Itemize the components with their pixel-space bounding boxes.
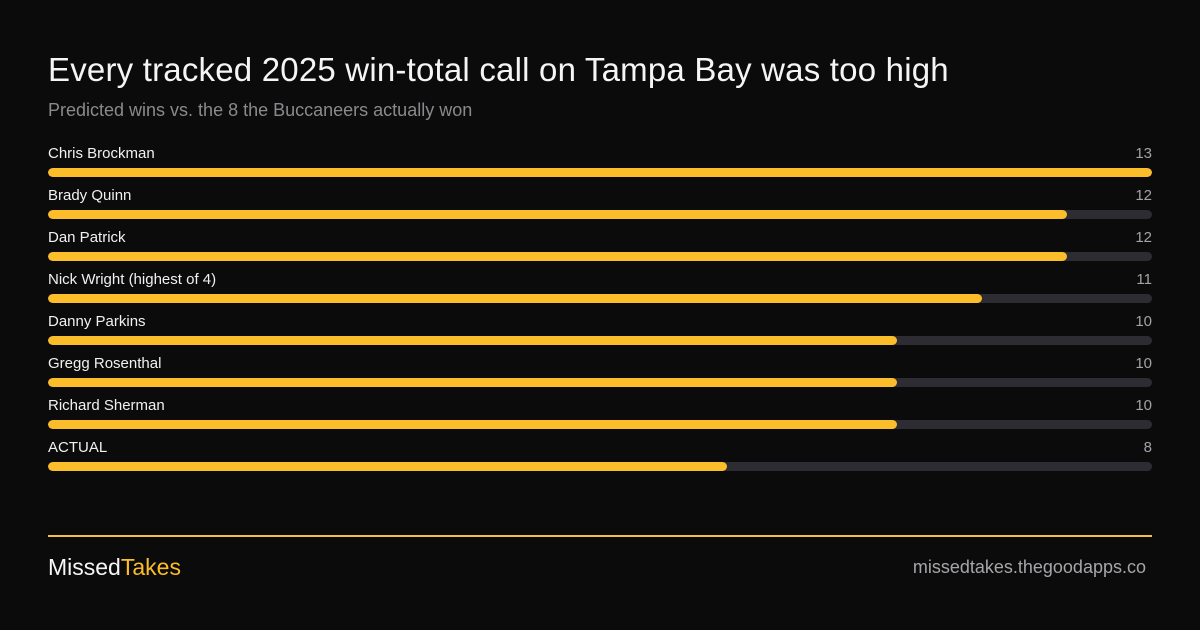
footer-divider <box>48 535 1152 537</box>
bar-value-label: 12 <box>1135 229 1152 246</box>
bar-track <box>48 462 1152 471</box>
bar-value-label: 8 <box>1143 439 1152 456</box>
bar-value-label: 12 <box>1135 187 1152 204</box>
bar-row: Brady Quinn 12 <box>48 186 1152 228</box>
bar-label: Richard Sherman <box>48 397 165 414</box>
bar-row: Danny Parkins 10 <box>48 312 1152 354</box>
bar <box>48 462 727 471</box>
bar-row: Chris Brockman 13 <box>48 144 1152 186</box>
bar-row: Gregg Rosenthal 10 <box>48 354 1152 396</box>
bar-value-label: 10 <box>1135 313 1152 330</box>
bar-row: Nick Wright (highest of 4) 11 <box>48 270 1152 312</box>
bar-track <box>48 378 1152 387</box>
bar <box>48 336 897 345</box>
bar-label: Brady Quinn <box>48 187 132 204</box>
chart-title: Every tracked 2025 win-total call on Tam… <box>48 51 949 88</box>
bar-value-label: 10 <box>1135 397 1152 414</box>
bar <box>48 378 897 387</box>
bar-chart: Chris Brockman 13 Brady Quinn 12 Dan Patrick… <box>48 144 1152 480</box>
brand-logo-missed: Missed <box>48 554 121 580</box>
bar-value-label: 11 <box>1136 271 1152 288</box>
bar-row: ACTUAL 8 <box>48 438 1152 480</box>
chart-subtitle: Predicted wins vs. the 8 the Buccaneers … <box>48 100 473 120</box>
site-url: missedtakes.thegoodapps.co <box>912 557 1146 577</box>
bar-value-label: 13 <box>1135 145 1152 162</box>
bar-label: Dan Patrick <box>48 229 126 246</box>
bar-label: Danny Parkins <box>48 313 146 330</box>
bar-row: Dan Patrick 12 <box>48 228 1152 270</box>
bar-label: Chris Brockman <box>48 145 155 162</box>
bar-value-label: 10 <box>1135 355 1152 372</box>
bar-track <box>48 210 1152 219</box>
bar-label: ACTUAL <box>48 439 108 456</box>
bar <box>48 294 982 303</box>
bar <box>48 168 1152 177</box>
bar-track <box>48 336 1152 345</box>
brand-logo: MissedTakes <box>48 553 181 581</box>
bar-label: Nick Wright (highest of 4) <box>48 271 217 288</box>
bar-row: Richard Sherman 10 <box>48 396 1152 438</box>
bar-track <box>48 168 1152 177</box>
brand-logo-takes: Takes <box>120 554 181 580</box>
bar-track <box>48 420 1152 429</box>
bar <box>48 420 897 429</box>
bar <box>48 210 1067 219</box>
bar <box>48 252 1067 261</box>
bar-track <box>48 252 1152 261</box>
bar-track <box>48 294 1152 303</box>
bar-label: Gregg Rosenthal <box>48 355 162 372</box>
